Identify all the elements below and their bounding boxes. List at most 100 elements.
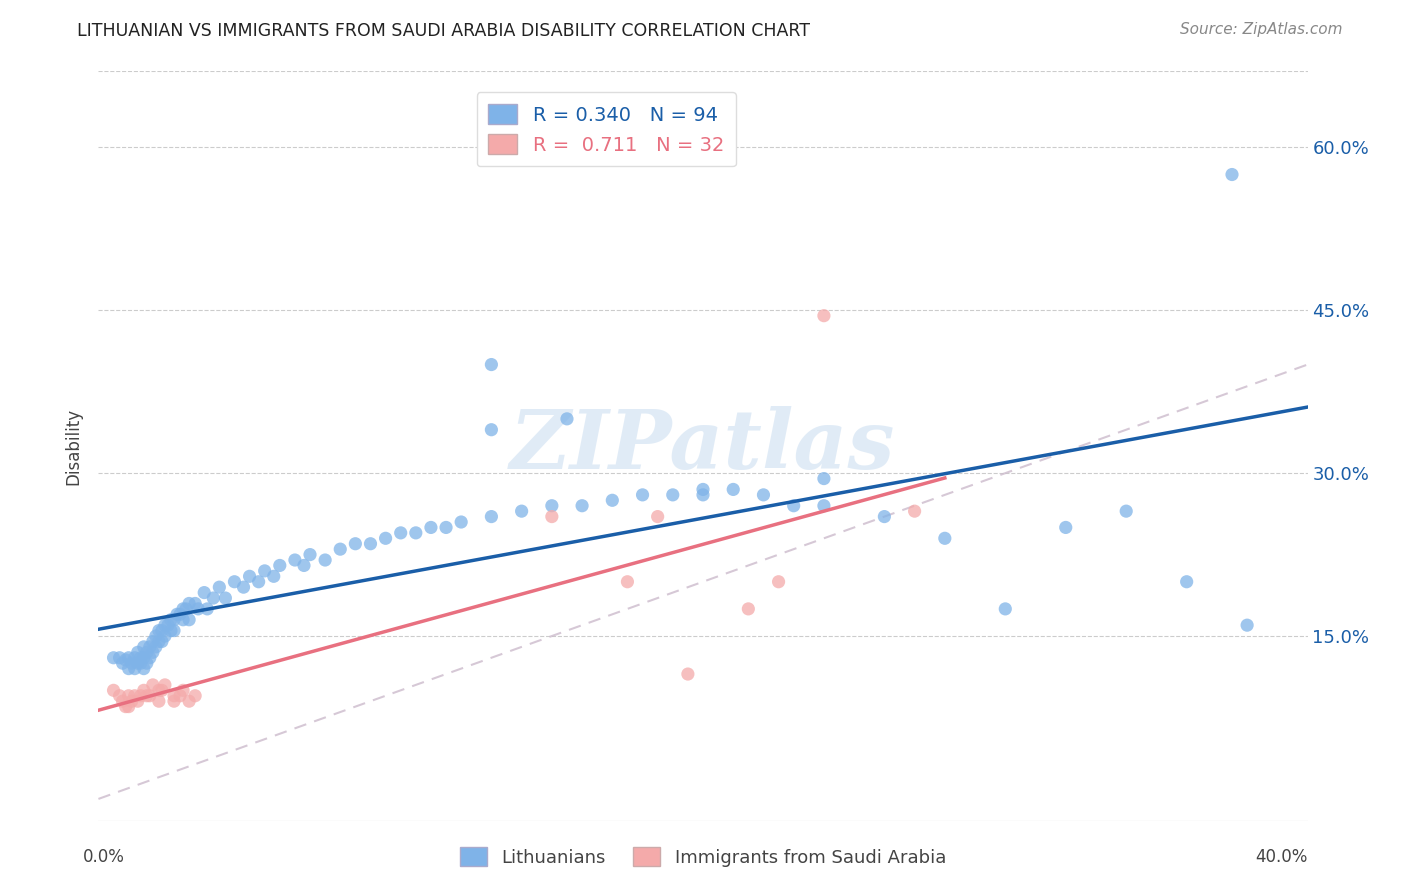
Point bbox=[148, 634, 170, 648]
Point bbox=[202, 591, 225, 605]
Point bbox=[148, 683, 170, 698]
Point bbox=[602, 493, 624, 508]
Point bbox=[1175, 574, 1198, 589]
Text: 40.0%: 40.0% bbox=[1256, 847, 1308, 866]
Point bbox=[142, 678, 165, 692]
Point bbox=[1220, 168, 1243, 182]
Point bbox=[184, 689, 207, 703]
Point bbox=[114, 653, 136, 667]
Point bbox=[389, 525, 412, 540]
Point bbox=[299, 548, 322, 562]
Point bbox=[103, 650, 125, 665]
Point bbox=[135, 689, 157, 703]
Point bbox=[284, 553, 307, 567]
Point bbox=[661, 488, 683, 502]
Point bbox=[118, 650, 141, 665]
Point bbox=[263, 569, 285, 583]
Point bbox=[616, 574, 638, 589]
Point bbox=[481, 509, 503, 524]
Point bbox=[813, 472, 835, 486]
Point bbox=[510, 504, 533, 518]
Point bbox=[160, 624, 183, 638]
Point bbox=[873, 509, 896, 524]
Point bbox=[481, 423, 503, 437]
Legend: Lithuanians, Immigrants from Saudi Arabia: Lithuanians, Immigrants from Saudi Arabi… bbox=[453, 840, 953, 874]
Point bbox=[247, 574, 270, 589]
Text: LITHUANIAN VS IMMIGRANTS FROM SAUDI ARABIA DISABILITY CORRELATION CHART: LITHUANIAN VS IMMIGRANTS FROM SAUDI ARAB… bbox=[77, 22, 810, 40]
Point bbox=[676, 667, 699, 681]
Point bbox=[150, 634, 173, 648]
Point bbox=[179, 613, 201, 627]
Point bbox=[540, 509, 562, 524]
Point bbox=[374, 531, 396, 545]
Point bbox=[142, 634, 165, 648]
Point bbox=[163, 694, 186, 708]
Point bbox=[124, 650, 146, 665]
Point bbox=[172, 683, 194, 698]
Point bbox=[723, 483, 745, 497]
Point bbox=[127, 656, 149, 670]
Point bbox=[124, 662, 146, 676]
Point bbox=[184, 597, 207, 611]
Point bbox=[752, 488, 775, 502]
Point bbox=[172, 613, 194, 627]
Point bbox=[132, 662, 155, 676]
Point bbox=[121, 694, 143, 708]
Point bbox=[169, 607, 191, 622]
Legend: R = 0.340   N = 94, R =  0.711   N = 32: R = 0.340 N = 94, R = 0.711 N = 32 bbox=[477, 92, 735, 167]
Text: Source: ZipAtlas.com: Source: ZipAtlas.com bbox=[1180, 22, 1343, 37]
Point bbox=[329, 542, 352, 557]
Point bbox=[269, 558, 291, 573]
Point bbox=[132, 640, 155, 654]
Point bbox=[187, 602, 209, 616]
Point bbox=[571, 499, 593, 513]
Point bbox=[150, 624, 173, 638]
Point bbox=[111, 694, 134, 708]
Point bbox=[555, 412, 578, 426]
Point bbox=[118, 662, 141, 676]
Point bbox=[145, 629, 167, 643]
Point bbox=[150, 683, 173, 698]
Point bbox=[208, 580, 231, 594]
Point bbox=[127, 645, 149, 659]
Point bbox=[692, 488, 714, 502]
Point bbox=[145, 640, 167, 654]
Point bbox=[420, 520, 443, 534]
Text: 0.0%: 0.0% bbox=[83, 847, 125, 866]
Point bbox=[153, 678, 176, 692]
Point bbox=[434, 520, 457, 534]
Point bbox=[174, 602, 197, 616]
Point bbox=[737, 602, 759, 616]
Point bbox=[344, 537, 367, 551]
Point bbox=[193, 585, 215, 599]
Point bbox=[139, 640, 162, 654]
Point bbox=[692, 483, 714, 497]
Point bbox=[139, 650, 162, 665]
Point bbox=[142, 645, 165, 659]
Point bbox=[129, 650, 152, 665]
Point bbox=[631, 488, 654, 502]
Point bbox=[540, 499, 562, 513]
Y-axis label: Disability: Disability bbox=[65, 408, 83, 484]
Point bbox=[166, 607, 188, 622]
Point bbox=[360, 537, 382, 551]
Point bbox=[179, 597, 201, 611]
Point bbox=[179, 694, 201, 708]
Point bbox=[1054, 520, 1077, 534]
Point bbox=[118, 699, 141, 714]
Point bbox=[239, 569, 262, 583]
Point bbox=[118, 689, 141, 703]
Point bbox=[783, 499, 806, 513]
Point bbox=[160, 613, 183, 627]
Point bbox=[114, 699, 136, 714]
Point bbox=[172, 602, 194, 616]
Point bbox=[135, 656, 157, 670]
Point bbox=[153, 618, 176, 632]
Point bbox=[904, 504, 927, 518]
Point bbox=[224, 574, 246, 589]
Text: ZIPatlas: ZIPatlas bbox=[510, 406, 896, 486]
Point bbox=[481, 358, 503, 372]
Point bbox=[214, 591, 236, 605]
Point bbox=[135, 645, 157, 659]
Point bbox=[253, 564, 276, 578]
